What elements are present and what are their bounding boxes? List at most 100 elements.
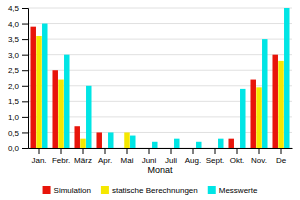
grid-line (28, 23, 292, 24)
tick: 0,5 (8, 129, 28, 138)
tick: De (276, 148, 287, 165)
bar (218, 139, 223, 148)
tick-label: 0,0 (8, 144, 20, 153)
chart: 0,0 0,5 1,0 1,5 2,0 2,5 3,0 3,5 4,0 4,5 Jan. Febr. M… (0, 0, 300, 200)
tick-label: Aug. (185, 156, 201, 165)
axis-line (22, 9, 29, 149)
tick: 4,5 (8, 4, 28, 13)
bar (174, 139, 179, 148)
bar (168, 148, 173, 149)
axis-line (29, 148, 293, 149)
tick-label: 1,0 (8, 113, 20, 122)
bar (124, 132, 129, 148)
bar (96, 132, 101, 148)
tick-label: 0,5 (8, 129, 20, 138)
x-axis-title: Monat (147, 165, 173, 175)
bar (108, 132, 113, 148)
tick-label: 2,0 (8, 82, 20, 91)
bar (262, 39, 267, 148)
tick-mark (127, 148, 128, 154)
bar (80, 139, 85, 148)
tick-mark (105, 148, 106, 154)
legend-item: Messwerte (208, 186, 258, 195)
bar (272, 55, 277, 148)
tick-label: Apr. (98, 156, 112, 165)
tick-mark (149, 148, 150, 154)
bar (86, 86, 91, 148)
bar (284, 8, 289, 148)
tick-label: 3,5 (8, 35, 20, 44)
tick-label: De (276, 156, 287, 165)
tick-label: Juni (142, 156, 157, 165)
tick-mark (281, 148, 282, 154)
bar (130, 136, 135, 148)
bar (64, 55, 69, 148)
legend-label: statische Berechnungen (112, 186, 198, 195)
bar (42, 24, 47, 148)
bar (36, 36, 41, 148)
tick-mark (22, 70, 28, 71)
bar (58, 80, 63, 148)
bar (256, 87, 261, 148)
bar (146, 148, 151, 149)
legend-swatch (43, 186, 51, 194)
bar-series (36, 36, 283, 148)
tick: 0,0 (8, 144, 28, 153)
tick: Apr. (98, 148, 112, 165)
y-axis: 0,0 0,5 1,0 1,5 2,0 2,5 3,0 3,5 4,0 4,5 (8, 4, 29, 153)
bar-series (42, 8, 289, 148)
tick: März (74, 148, 92, 165)
tick: Nov. (251, 148, 267, 165)
tick: Febr. (52, 148, 70, 165)
tick-label: Juli (165, 156, 177, 165)
tick-label: 4,0 (8, 20, 20, 29)
legend: Simulation statische Berechnungen Messwert… (43, 186, 258, 195)
tick-mark (22, 132, 28, 133)
tick: 3,0 (8, 51, 28, 60)
tick: 1,0 (8, 113, 28, 122)
tick: Jan. (31, 148, 46, 165)
tick-label: Febr. (52, 156, 70, 165)
bar (118, 148, 123, 149)
bar (212, 148, 217, 149)
tick-mark (22, 148, 28, 149)
bar (152, 142, 157, 148)
tick-mark (193, 148, 194, 154)
tick-label: Okt. (230, 156, 245, 165)
bars (30, 8, 289, 148)
bar (30, 27, 35, 148)
tick-mark (22, 24, 28, 25)
bar (190, 148, 195, 149)
legend-item: Simulation (43, 186, 91, 195)
tick-mark (22, 8, 28, 9)
tick-label: 3,0 (8, 51, 20, 60)
bar (52, 70, 57, 148)
bar (140, 148, 145, 149)
bar (162, 148, 167, 149)
grid-line (28, 39, 292, 40)
tick-label: 2,5 (8, 66, 20, 75)
tick-label: März (74, 156, 92, 165)
grid (28, 8, 292, 148)
tick-mark (61, 148, 62, 154)
x-axis: Jan.Febr.MärzApr.MaiJuniJuliAug.Sept.Okt… (29, 148, 293, 165)
tick-mark (22, 39, 28, 40)
tick-mark (22, 55, 28, 56)
bar (196, 142, 201, 148)
tick: 2,0 (8, 82, 28, 91)
bar (206, 148, 211, 149)
tick-label: 1,5 (8, 97, 20, 106)
legend-item: statische Berechnungen (101, 186, 198, 195)
tick: 1,5 (8, 97, 28, 106)
bar (278, 61, 283, 148)
tick: Juli (165, 148, 177, 165)
tick: Mai (121, 148, 134, 165)
tick: Aug. (185, 148, 201, 165)
bar (228, 139, 233, 148)
tick: 4,0 (8, 20, 28, 29)
tick-mark (39, 148, 40, 154)
tick: 2,5 (8, 66, 28, 75)
bar (240, 89, 245, 148)
tick-mark (22, 86, 28, 87)
tick-label: Mai (121, 156, 134, 165)
